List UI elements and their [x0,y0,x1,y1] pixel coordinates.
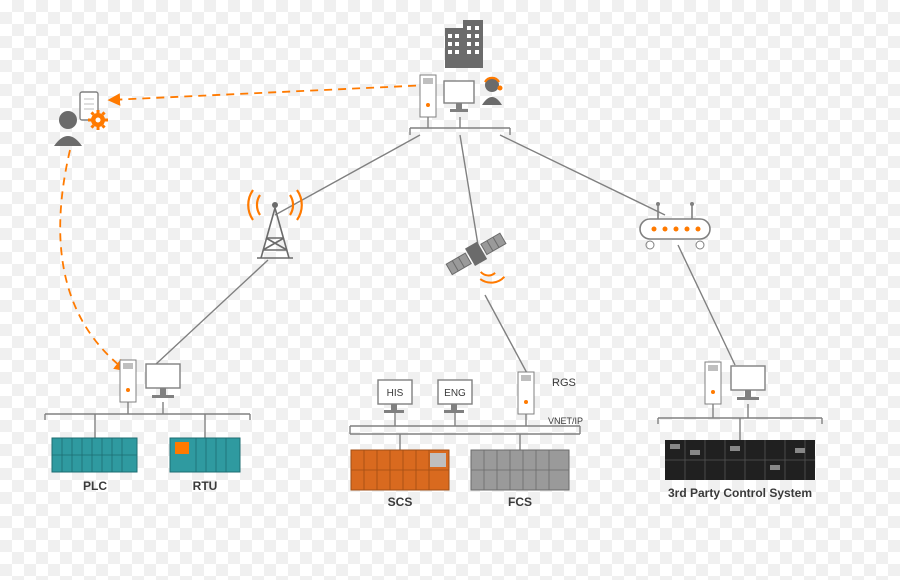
diagram-canvas: PLC RTU HIS ENG RGS VN [0,0,900,580]
mobile-user-icon [54,92,108,146]
eng-monitor-icon: ENG [438,380,472,413]
radio-tower-icon [248,190,302,258]
scs-label: SCS [388,495,413,509]
edges-solid [155,135,735,375]
plc-label: PLC [83,479,107,493]
site1-bus [45,402,250,438]
edges-dashed [60,85,430,370]
third-party-label: 3rd Party Control System [668,486,812,500]
fcs-rack: FCS [471,450,569,509]
site3-workstation-icon [705,362,765,404]
router-icon [640,202,710,249]
rgs-label: RGS [552,377,576,389]
hq-server-icon [420,75,503,117]
his-label: HIS [387,388,404,399]
hq-bus [410,117,510,135]
his-monitor-icon: HIS [378,380,412,413]
scs-rack: SCS [351,450,449,509]
rtu-rack: RTU [170,438,240,493]
fcs-label: FCS [508,495,532,509]
site3-bus [658,404,822,440]
plc-rack: PLC [52,438,137,493]
eng-label: ENG [444,388,466,399]
rtu-label: RTU [193,479,218,493]
rgs-server-icon: RGS [518,372,576,414]
vnet-label: VNET/IP [548,416,583,426]
third-party-rack: 3rd Party Control System [665,440,815,500]
hq-building-icon [445,20,483,68]
satellite-icon [444,230,520,300]
site2-bus [350,413,580,450]
network-svg: PLC RTU HIS ENG RGS VN [0,0,900,580]
site1-workstation-icon [120,360,180,402]
